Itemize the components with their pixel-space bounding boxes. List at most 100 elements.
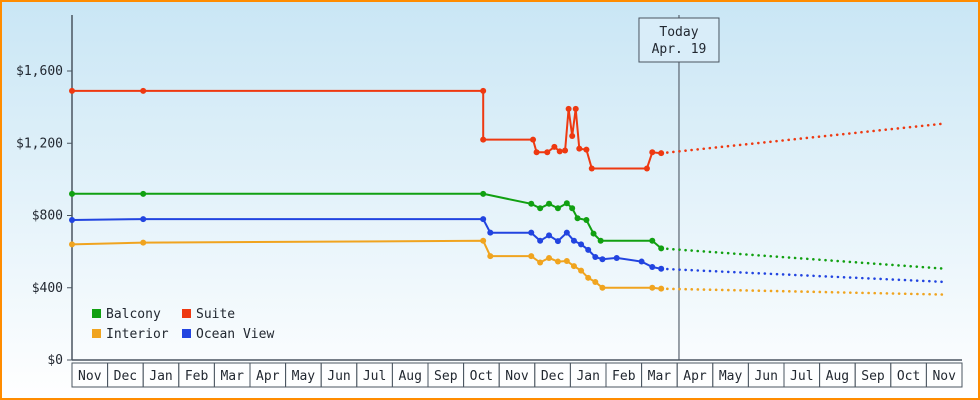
series-point-balcony	[546, 200, 553, 207]
series-point-balcony	[574, 215, 581, 222]
series-point-ocean-view	[570, 237, 577, 244]
series-point-suite	[562, 147, 569, 154]
month-label: Apr	[683, 369, 707, 384]
series-point-ocean-view	[140, 216, 147, 223]
month-cell	[249, 362, 287, 388]
legend-label-ocean-view: Ocean View	[196, 327, 274, 342]
series-point-interior	[554, 258, 561, 265]
series-point-suite	[533, 149, 540, 156]
series-point-ocean-view	[546, 232, 553, 239]
month-label: Mar	[220, 369, 244, 384]
month-label: Jun	[327, 369, 350, 384]
series-point-ocean-view	[480, 216, 487, 223]
series-point-balcony	[583, 217, 590, 224]
today-label-line1: Today	[659, 25, 698, 40]
series-point-suite	[69, 87, 75, 94]
month-label: Mar	[648, 369, 672, 384]
month-label: Feb	[185, 369, 209, 384]
series-point-suite	[649, 149, 656, 156]
month-label: Sep	[434, 369, 458, 384]
month-cell	[605, 362, 643, 388]
series-point-interior	[546, 254, 553, 261]
series-point-suite	[480, 136, 487, 143]
y-tick-label: $1,600	[16, 64, 63, 79]
series-point-balcony	[554, 205, 561, 212]
legend-swatch-suite	[182, 309, 191, 318]
month-cell	[676, 362, 714, 388]
series-point-ocean-view	[563, 229, 570, 236]
series-point-interior	[592, 278, 599, 285]
month-cell	[71, 362, 109, 388]
month-cell	[427, 362, 465, 388]
month-label: Aug	[826, 369, 849, 384]
legend-label-balcony: Balcony	[106, 307, 161, 322]
legend-swatch-ocean-view	[182, 329, 191, 338]
month-cell	[925, 362, 963, 388]
month-label: Jan	[149, 369, 172, 384]
series-point-interior	[480, 237, 487, 244]
series-point-suite	[576, 145, 583, 152]
series-point-suite	[556, 148, 563, 155]
month-cell	[854, 362, 892, 388]
today-label-box	[638, 17, 720, 63]
month-label: May	[292, 369, 316, 384]
series-point-balcony	[537, 205, 544, 212]
y-tick-label: $0	[47, 353, 63, 368]
month-label: Aug	[398, 369, 421, 384]
series-point-suite	[140, 87, 147, 94]
series-point-interior	[658, 285, 665, 292]
series-point-suite	[569, 133, 576, 140]
series-line-interior	[71, 239, 662, 290]
y-tick-label: $800	[32, 209, 63, 224]
series-projection-interior	[659, 287, 948, 296]
series-point-interior	[649, 284, 656, 291]
series-point-ocean-view	[613, 254, 620, 261]
month-label: Dec	[541, 369, 564, 384]
month-label: Sep	[861, 369, 885, 384]
month-cell	[783, 362, 821, 388]
month-cell	[498, 362, 536, 388]
series-projection-balcony	[659, 247, 948, 271]
month-label: Dec	[114, 369, 137, 384]
month-label: Apr	[256, 369, 280, 384]
series-point-balcony	[480, 190, 487, 197]
month-cell	[285, 362, 322, 388]
series-point-balcony	[590, 230, 597, 237]
legend-swatch-interior	[92, 329, 101, 338]
series-point-ocean-view	[592, 254, 599, 261]
series-point-suite	[480, 87, 487, 94]
month-cell	[213, 362, 251, 388]
month-cell	[712, 362, 749, 388]
y-tick-label: $1,200	[16, 136, 63, 151]
month-label: Nov	[78, 369, 102, 384]
series-point-interior	[140, 239, 147, 246]
series-point-interior	[69, 241, 75, 248]
series-point-interior	[570, 263, 577, 270]
series-point-ocean-view	[69, 217, 75, 224]
series-point-balcony	[69, 190, 75, 197]
legend-swatch-balcony	[92, 309, 101, 318]
legend-label-suite: Suite	[196, 307, 235, 322]
series-point-interior	[585, 274, 592, 281]
series-point-ocean-view	[537, 237, 544, 244]
month-label: Feb	[612, 369, 636, 384]
series-point-interior	[563, 258, 570, 265]
series-point-interior	[578, 267, 585, 274]
series-point-suite	[530, 136, 537, 143]
month-cell	[534, 362, 571, 388]
series-point-interior	[537, 259, 544, 266]
month-label: Nov	[932, 369, 956, 384]
y-tick-label: $400	[32, 281, 63, 296]
series-point-ocean-view	[638, 258, 645, 265]
today-label-line2: Apr. 19	[652, 42, 707, 57]
month-label: May	[719, 369, 743, 384]
month-label: Jul	[790, 369, 813, 384]
month-cell	[819, 362, 856, 388]
series-point-suite	[583, 146, 590, 153]
month-cell	[178, 362, 215, 388]
series-point-balcony	[597, 237, 604, 244]
